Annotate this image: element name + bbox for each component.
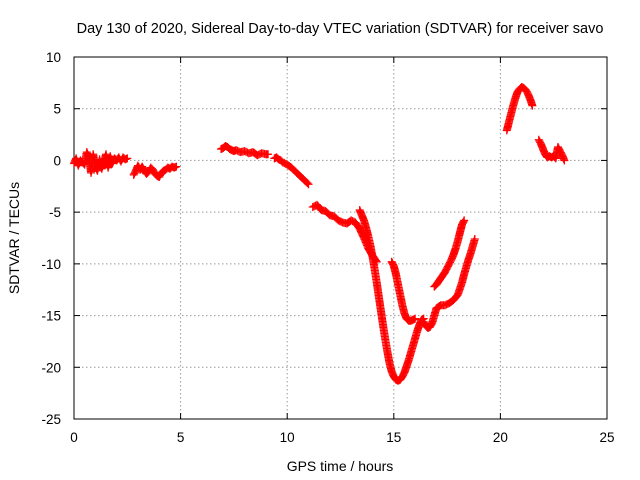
x-tick-label: 15 bbox=[386, 430, 401, 445]
x-tick-label: 0 bbox=[70, 430, 78, 445]
data-point bbox=[411, 314, 420, 323]
y-tick-label: -10 bbox=[41, 257, 61, 272]
x-tick-labels: 0 5 10 15 20 25 bbox=[70, 430, 614, 445]
y-axis-label: SDTVAR / TECUs bbox=[6, 182, 22, 294]
chart-title: Day 130 of 2020, Sidereal Day-to-day VTE… bbox=[77, 21, 604, 37]
y-tick-label: -5 bbox=[49, 205, 61, 220]
y-tick-label: -25 bbox=[41, 412, 61, 427]
y-tick-label: -15 bbox=[41, 309, 61, 324]
y-tick-label: 0 bbox=[53, 153, 61, 168]
data-point bbox=[460, 216, 469, 225]
y-tick-label: 10 bbox=[46, 50, 61, 65]
x-axis-label: GPS time / hours bbox=[287, 458, 394, 474]
y-tick-label: 5 bbox=[53, 102, 61, 117]
x-tick-label: 20 bbox=[493, 430, 508, 445]
data-point bbox=[123, 154, 132, 163]
data-point bbox=[172, 162, 181, 171]
data-points bbox=[70, 82, 569, 385]
data-point bbox=[560, 156, 569, 165]
data-point bbox=[459, 217, 468, 226]
data-point bbox=[470, 235, 479, 244]
grid bbox=[74, 57, 607, 419]
x-tick-label: 5 bbox=[177, 430, 185, 445]
data-point bbox=[264, 150, 273, 159]
axis-ticks bbox=[73, 56, 608, 420]
data-point bbox=[304, 180, 313, 189]
data-point bbox=[528, 101, 537, 110]
y-tick-label: -20 bbox=[41, 360, 61, 375]
plot-frame bbox=[73, 56, 608, 420]
data-point bbox=[303, 179, 312, 188]
y-tick-labels: -25 -20 -15 -10 -5 0 5 10 bbox=[41, 50, 61, 427]
x-tick-label: 25 bbox=[599, 430, 614, 445]
x-tick-label: 10 bbox=[280, 430, 295, 445]
